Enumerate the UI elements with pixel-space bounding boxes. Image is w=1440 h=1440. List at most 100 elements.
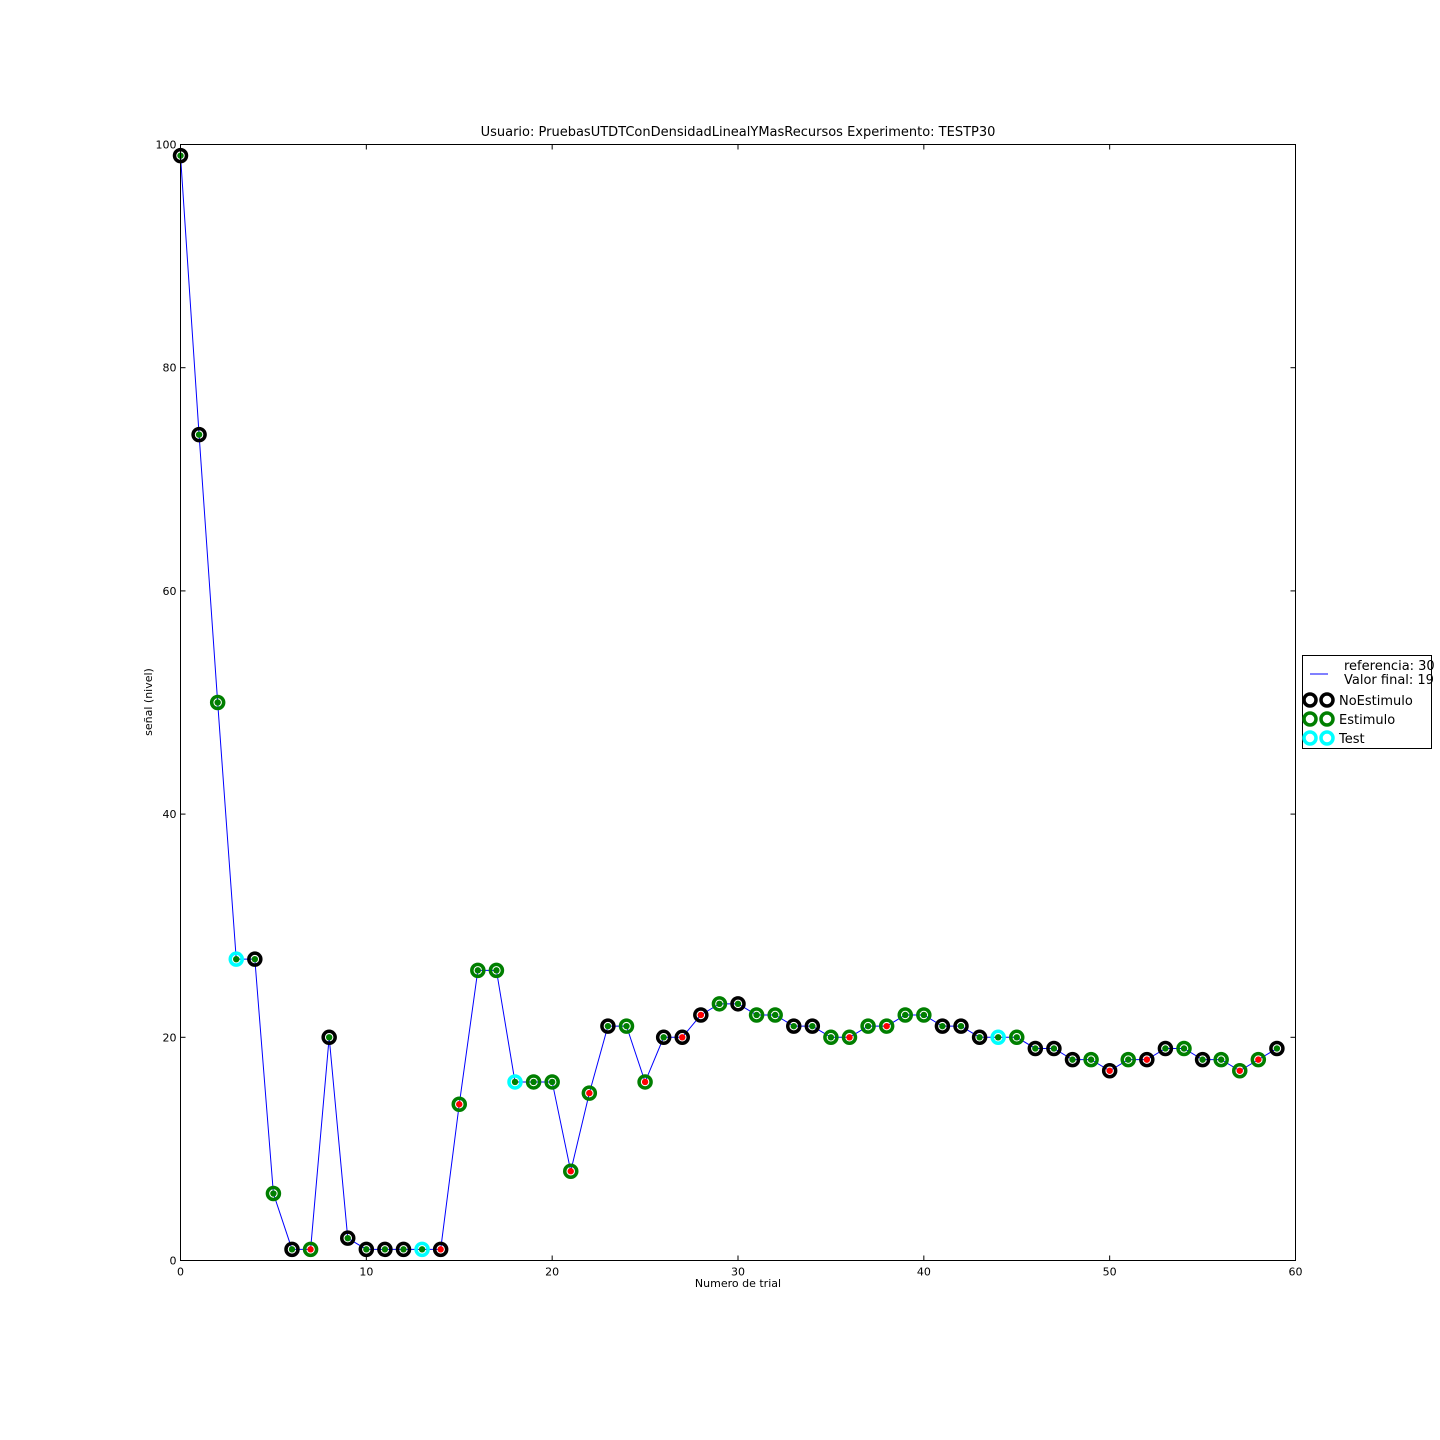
data-point-outer bbox=[302, 1241, 319, 1258]
data-point-outer bbox=[581, 1085, 598, 1101]
data-point-inner bbox=[902, 1011, 909, 1019]
data-point-inner bbox=[623, 1022, 630, 1030]
data-point-outer bbox=[1232, 1063, 1248, 1079]
data-point-inner bbox=[1125, 1056, 1132, 1063]
data-point-inner bbox=[771, 1011, 779, 1019]
data-point-outer bbox=[563, 1163, 579, 1179]
x-tick-label: 30 bbox=[731, 1266, 745, 1279]
data-point-inner bbox=[920, 1011, 928, 1019]
y-axis-title: señal (nivel) bbox=[142, 668, 155, 736]
data-point-outer bbox=[1269, 1040, 1285, 1057]
data-point-inner bbox=[1032, 1045, 1039, 1052]
data-point-outer bbox=[990, 1029, 1006, 1046]
data-point-outer bbox=[377, 1241, 393, 1258]
chart-title: Usuario: PruebasUTDTConDensidadLinealYMa… bbox=[481, 125, 996, 140]
data-point-inner bbox=[1273, 1045, 1281, 1052]
data-point-outer bbox=[395, 1241, 412, 1258]
data-point-inner bbox=[363, 1246, 370, 1253]
legend-marker-entries: NoEstimulo Estimulo Test bbox=[1302, 692, 1413, 747]
data-point-inner bbox=[251, 955, 259, 963]
data-point-outer bbox=[1009, 1029, 1025, 1046]
data-point-outer bbox=[284, 1241, 300, 1258]
data-point-inner bbox=[734, 1000, 742, 1008]
data-point-inner bbox=[288, 1246, 296, 1253]
data-point-inner bbox=[400, 1246, 407, 1253]
data-point-inner bbox=[1255, 1056, 1262, 1063]
data-point-inner bbox=[548, 1078, 556, 1086]
data-point-outer bbox=[470, 962, 486, 979]
data-point-inner bbox=[753, 1011, 760, 1019]
data-point-inner bbox=[827, 1034, 835, 1041]
data-point-outer bbox=[618, 1018, 635, 1034]
x-tick-label: 10 bbox=[359, 1266, 373, 1279]
data-point-inner bbox=[456, 1101, 463, 1108]
data-point-inner bbox=[493, 967, 500, 974]
data-point-inner bbox=[976, 1034, 983, 1041]
data-point-inner bbox=[994, 1034, 1002, 1041]
plot-area bbox=[172, 147, 1285, 1258]
series-line bbox=[180, 155, 1278, 1250]
data-point-inner bbox=[530, 1078, 537, 1086]
x-tick-label: 50 bbox=[1103, 1266, 1117, 1279]
data-point-outer bbox=[674, 1029, 690, 1046]
data-point-inner bbox=[270, 1190, 277, 1197]
legend-line-label-1: referencia: 30 bbox=[1344, 659, 1435, 674]
data-point-inner bbox=[437, 1246, 444, 1253]
y-tick-label: 40 bbox=[163, 808, 177, 821]
legend-marker-label: Test bbox=[1338, 732, 1365, 747]
data-point-outer bbox=[358, 1241, 375, 1258]
data-point-outer bbox=[488, 962, 505, 979]
data-point-outer bbox=[767, 1007, 783, 1023]
data-point-inner bbox=[381, 1246, 389, 1253]
data-point-outer bbox=[321, 1029, 337, 1046]
data-point-inner bbox=[790, 1022, 797, 1030]
legend: referencia: 30 Valor final: 19 NoEstimul… bbox=[1302, 655, 1435, 749]
data-point-outer bbox=[953, 1018, 969, 1034]
data-point-inner bbox=[1217, 1056, 1225, 1063]
data-point-inner bbox=[325, 1034, 333, 1041]
data-point-inner bbox=[1236, 1067, 1243, 1074]
data-point-inner bbox=[641, 1078, 649, 1086]
data-point-outer bbox=[711, 996, 728, 1012]
x-tick-label: 20 bbox=[545, 1266, 559, 1279]
data-point-outer bbox=[191, 426, 207, 443]
data-point-inner bbox=[1199, 1056, 1206, 1063]
axis-ticks: 0 10 20 30 40 50 60 0 20 40 60 80 100 bbox=[156, 139, 1303, 1279]
x-axis-title: Numero de trial bbox=[695, 1277, 781, 1290]
legend-marker-label: NoEstimulo bbox=[1339, 694, 1413, 709]
data-point-outer bbox=[340, 1230, 356, 1246]
legend-marker-swatch bbox=[1302, 711, 1318, 727]
data-point-outer bbox=[525, 1074, 542, 1090]
data-point-inner bbox=[864, 1022, 872, 1030]
data-point-outer bbox=[1083, 1051, 1099, 1068]
data-point-outer bbox=[823, 1029, 839, 1046]
legend-marker-swatch bbox=[1319, 692, 1335, 708]
data-point-outer bbox=[934, 1018, 951, 1034]
data-point-outer bbox=[841, 1029, 858, 1046]
data-point-outer bbox=[451, 1096, 467, 1113]
data-point-inner bbox=[474, 967, 482, 974]
data-point-outer bbox=[693, 1007, 709, 1023]
data-point-outer bbox=[1157, 1040, 1174, 1057]
data-point-outer bbox=[1250, 1051, 1267, 1068]
data-point-outer bbox=[1194, 1051, 1211, 1068]
data-point-inner bbox=[939, 1022, 946, 1030]
data-point-inner bbox=[567, 1168, 574, 1175]
legend-marker-swatch bbox=[1302, 730, 1318, 746]
x-tick-label: 40 bbox=[917, 1266, 931, 1279]
data-point-outer bbox=[730, 996, 746, 1012]
data-point-inner bbox=[809, 1022, 816, 1030]
legend-marker-swatch bbox=[1319, 711, 1335, 727]
data-point-outer bbox=[897, 1007, 913, 1023]
y-tick-label: 60 bbox=[163, 585, 177, 598]
data-point-inner bbox=[957, 1022, 965, 1030]
x-tick-label: 60 bbox=[1289, 1266, 1303, 1279]
y-tick-label: 20 bbox=[163, 1031, 177, 1044]
data-point-outer bbox=[637, 1074, 653, 1090]
x-tick-label: 0 bbox=[177, 1266, 184, 1279]
data-point-outer bbox=[860, 1018, 876, 1034]
data-point-inner bbox=[679, 1034, 686, 1041]
y-tick-label: 0 bbox=[170, 1255, 177, 1268]
data-point-outer bbox=[1046, 1040, 1062, 1057]
